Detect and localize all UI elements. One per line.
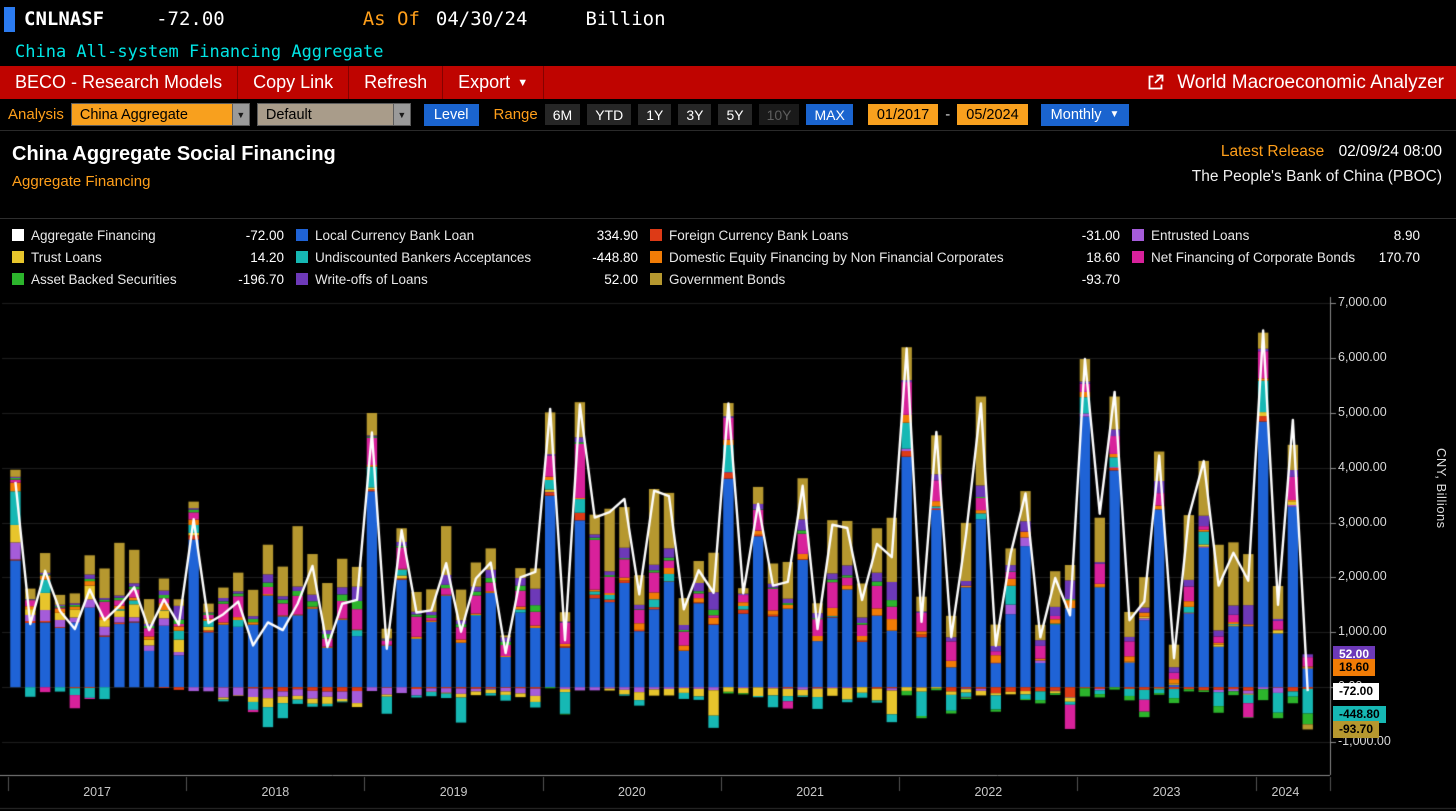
level-button[interactable]: Level bbox=[424, 104, 479, 126]
date-range-separator: - bbox=[945, 106, 950, 123]
last-value-badge: -93.70 bbox=[1333, 721, 1379, 738]
page-title: China Aggregate Social Financing bbox=[12, 143, 336, 166]
legend-item[interactable]: Local Currency Bank Loan334.90 bbox=[296, 226, 638, 244]
chevron-down-icon: ▼ bbox=[232, 104, 249, 125]
date-to-field[interactable]: 05/2024 bbox=[957, 104, 1027, 125]
x-axis-year-label: 2022 bbox=[965, 785, 1011, 799]
x-axis-year-label: 2021 bbox=[787, 785, 833, 799]
legend-color-chip bbox=[12, 229, 24, 241]
legend-item[interactable]: Trust Loans14.20 bbox=[12, 248, 284, 266]
legend-color-chip bbox=[12, 251, 24, 263]
y-axis-tick-label: 6,000.00 bbox=[1338, 350, 1387, 364]
x-axis-year-label: 2023 bbox=[1144, 785, 1190, 799]
legend-color-chip bbox=[296, 229, 308, 241]
unit-label: Billion bbox=[585, 8, 665, 30]
y-axis-tick-label: 2,000.00 bbox=[1338, 569, 1387, 583]
preset-dropdown[interactable]: Default ▼ bbox=[257, 103, 411, 126]
as-of-date: 04/30/24 bbox=[436, 8, 528, 30]
menu-item-refresh[interactable]: Refresh bbox=[349, 66, 443, 99]
x-axis-year-label: 2017 bbox=[74, 785, 120, 799]
legend-item[interactable]: Domestic Equity Financing by Non Financi… bbox=[650, 248, 1120, 266]
menu-item-export[interactable]: Export▼ bbox=[443, 66, 544, 99]
legend-item[interactable]: Asset Backed Securities-196.70 bbox=[12, 270, 284, 288]
legend-item[interactable]: Entrusted Loans8.90 bbox=[1132, 226, 1420, 244]
last-value-badge: -448.80 bbox=[1333, 706, 1386, 723]
ticker-last-value: -72.00 bbox=[156, 8, 225, 30]
security-name: China All-system Financing Aggregate bbox=[0, 38, 1456, 66]
terminal-cursor-block bbox=[4, 7, 15, 32]
legend-item[interactable]: Aggregate Financing-72.00 bbox=[12, 226, 284, 244]
series-subtitle: Aggregate Financing bbox=[12, 173, 336, 190]
range-button-3y[interactable]: 3Y bbox=[678, 104, 711, 125]
range-button-10y[interactable]: 10Y bbox=[759, 104, 800, 125]
legend-color-chip bbox=[12, 273, 24, 285]
y-axis-tick-label: 1,000.00 bbox=[1338, 624, 1387, 638]
y-axis-title: CNY, Billions bbox=[1434, 448, 1449, 529]
chart-panel-header: China Aggregate Social Financing Aggrega… bbox=[0, 131, 1456, 218]
x-axis-year-label: 2018 bbox=[252, 785, 298, 799]
analysis-label: Analysis bbox=[8, 106, 64, 123]
legend-item[interactable]: Government Bonds-93.70 bbox=[650, 270, 1120, 288]
range-button-6m[interactable]: 6M bbox=[545, 104, 580, 125]
legend-color-chip bbox=[650, 251, 662, 263]
chart-legend: Aggregate Financing-72.00 Local Currency… bbox=[0, 218, 1456, 293]
x-axis-year-label: 2019 bbox=[431, 785, 477, 799]
legend-item[interactable]: Write-offs of Loans52.00 bbox=[296, 270, 638, 288]
analysis-dropdown[interactable]: China Aggregate ▼ bbox=[71, 103, 250, 126]
menu-item-copy-link[interactable]: Copy Link bbox=[238, 66, 349, 99]
range-button-1y[interactable]: 1Y bbox=[638, 104, 671, 125]
pop-out-icon[interactable] bbox=[1146, 73, 1165, 92]
bloomberg-terminal-window: CNLNASF -72.00 As Of 04/30/24 Billion Ch… bbox=[0, 0, 1456, 811]
x-axis-year-label: 2020 bbox=[609, 785, 655, 799]
chevron-down-icon: ▼ bbox=[393, 104, 410, 125]
latest-release-value: 02/09/24 08:00 bbox=[1339, 143, 1442, 160]
menu-item-beco[interactable]: BECO - Research Models bbox=[0, 66, 238, 99]
legend-color-chip bbox=[1132, 229, 1144, 241]
y-axis-tick-label: 5,000.00 bbox=[1338, 405, 1387, 419]
function-menu-bar: BECO - Research Models Copy Link Refresh… bbox=[0, 66, 1456, 99]
app-title: World Macroeconomic Analyzer bbox=[1177, 72, 1444, 94]
range-button-5y[interactable]: 5Y bbox=[718, 104, 751, 125]
legend-color-chip bbox=[296, 251, 308, 263]
y-axis-tick-label: 7,000.00 bbox=[1338, 295, 1387, 309]
legend-color-chip bbox=[650, 273, 662, 285]
x-axis-year-label: 2024 bbox=[1262, 785, 1308, 799]
chevron-down-icon: ▼ bbox=[1109, 109, 1119, 120]
financing-chart-canvas[interactable] bbox=[0, 293, 1456, 811]
y-axis-tick-label: 3,000.00 bbox=[1338, 515, 1387, 529]
legend-color-chip bbox=[296, 273, 308, 285]
range-button-max[interactable]: MAX bbox=[806, 104, 852, 125]
y-axis-tick-label: 4,000.00 bbox=[1338, 460, 1387, 474]
frequency-dropdown[interactable]: Monthly ▼ bbox=[1041, 104, 1130, 126]
legend-item[interactable]: Undiscounted Bankers Acceptances-448.80 bbox=[296, 248, 638, 266]
as-of-label: As Of bbox=[363, 8, 420, 30]
legend-color-chip bbox=[650, 229, 662, 241]
security-header: CNLNASF -72.00 As Of 04/30/24 Billion bbox=[0, 0, 1456, 38]
last-value-badge: -72.00 bbox=[1333, 683, 1379, 700]
latest-release-label: Latest Release bbox=[1221, 143, 1324, 160]
chevron-down-icon: ▼ bbox=[517, 77, 528, 89]
last-value-badge: 18.60 bbox=[1333, 659, 1375, 676]
legend-color-chip bbox=[1132, 251, 1144, 263]
legend-item[interactable]: Net Financing of Corporate Bonds170.70 bbox=[1132, 248, 1420, 266]
range-button-ytd[interactable]: YTD bbox=[587, 104, 631, 125]
legend-item[interactable]: Foreign Currency Bank Loans-31.00 bbox=[650, 226, 1120, 244]
ticker-symbol: CNLNASF bbox=[24, 8, 104, 30]
chart-toolbar: Analysis China Aggregate ▼ Default ▼ Lev… bbox=[0, 99, 1456, 131]
date-from-field[interactable]: 01/2017 bbox=[868, 104, 938, 125]
chart-area: 7,000.00 6,000.00 5,000.00 4,000.00 3,000.00… bbox=[0, 293, 1456, 811]
range-label: Range bbox=[494, 106, 538, 123]
data-source: The People's Bank of China (PBOC) bbox=[1192, 168, 1442, 186]
